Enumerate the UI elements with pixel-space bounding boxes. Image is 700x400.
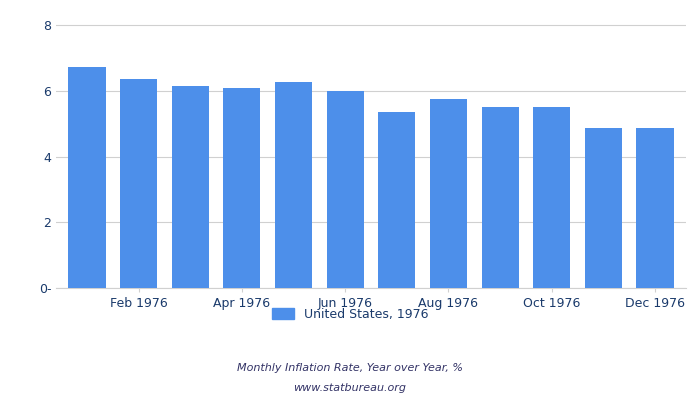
Bar: [172, 86, 209, 288]
Bar: [69, 67, 106, 288]
Legend: United States, 1976: United States, 1976: [267, 303, 433, 326]
Text: www.statbureau.org: www.statbureau.org: [293, 383, 407, 393]
Bar: [482, 107, 519, 288]
Bar: [120, 79, 158, 288]
Bar: [378, 112, 415, 288]
Bar: [533, 107, 570, 288]
Text: Monthly Inflation Rate, Year over Year, %: Monthly Inflation Rate, Year over Year, …: [237, 363, 463, 373]
Bar: [584, 128, 622, 288]
Bar: [430, 99, 467, 288]
Bar: [223, 88, 260, 288]
Bar: [327, 90, 364, 288]
Bar: [636, 128, 673, 288]
Bar: [275, 82, 312, 288]
